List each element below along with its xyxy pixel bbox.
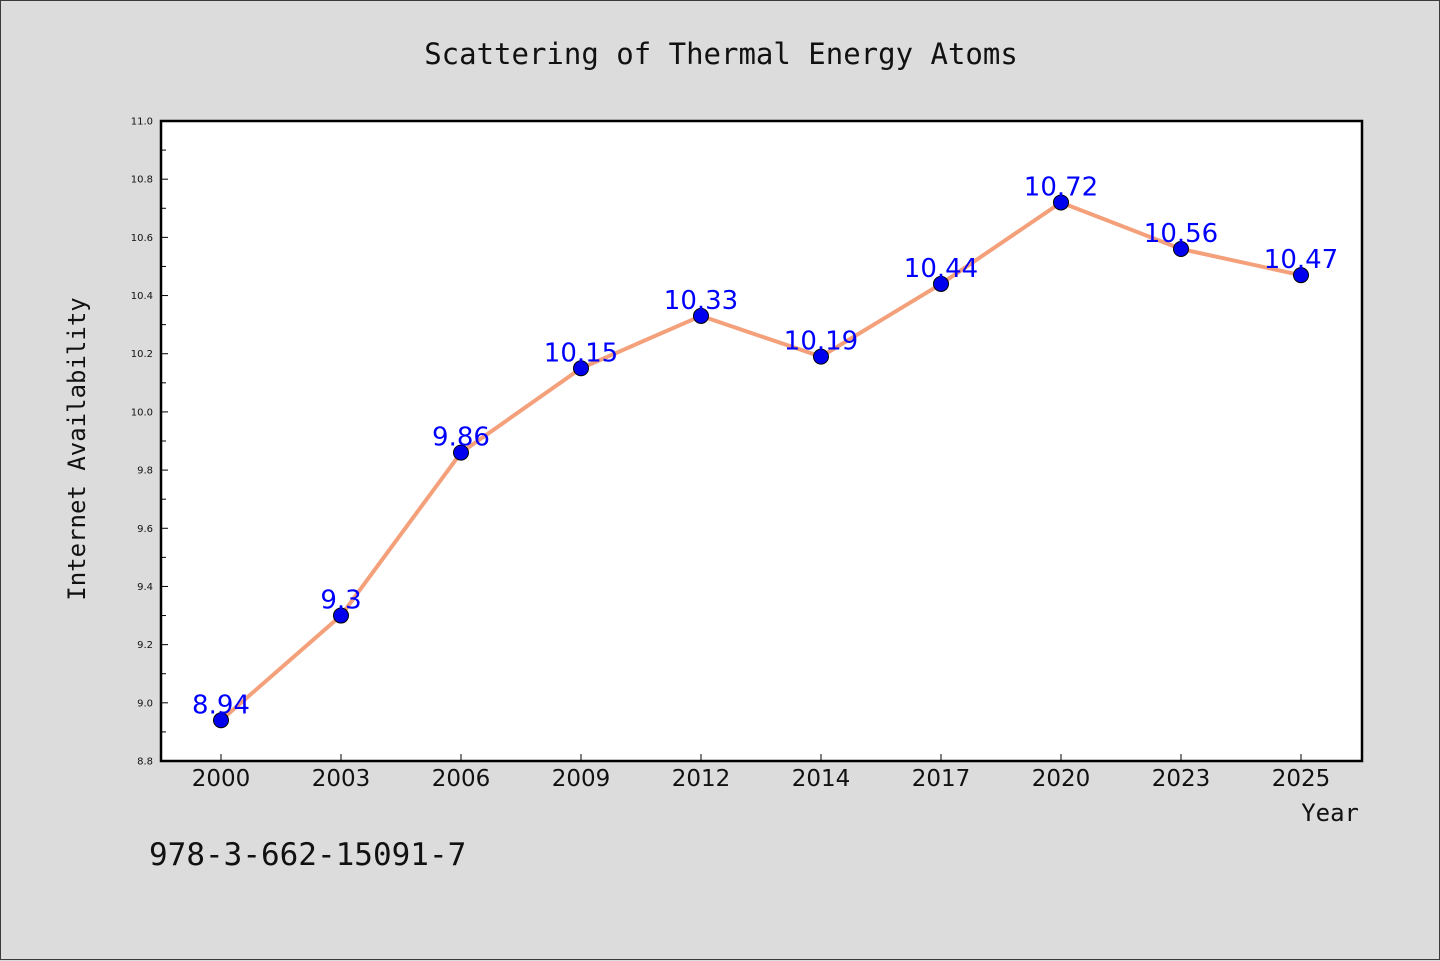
y-tick-label: 10.0: [131, 407, 153, 418]
x-tick-label: 2009: [552, 766, 611, 792]
x-tick-label: 2006: [432, 766, 491, 792]
y-tick-label: 10.4: [131, 291, 153, 302]
data-label: 10.72: [1024, 172, 1098, 202]
x-tick-label: 2000: [192, 766, 251, 792]
data-point: [453, 444, 469, 461]
data-label: 9.3: [320, 586, 361, 616]
y-tick-label: 9.0: [137, 698, 153, 709]
y-tick-label: 10.2: [131, 349, 153, 360]
series-line: [219, 200, 1302, 722]
data-label: 10.15: [544, 338, 618, 368]
y-tick-label: 10.8: [131, 175, 153, 186]
data-label: 10.44: [904, 254, 978, 284]
data-point: [333, 607, 349, 624]
data-point: [693, 307, 709, 324]
data-label: 8.94: [192, 690, 250, 720]
data-point: [573, 360, 589, 377]
x-axis: 2000 2003 2006 2009 2012 2014 2017 2020 2023 2025: [192, 754, 1331, 792]
x-tick-label: 2017: [912, 766, 971, 792]
data-point: [213, 712, 229, 729]
data-point: [813, 348, 829, 365]
data-label: 10.19: [784, 327, 858, 357]
x-axis-label: Year: [1301, 799, 1359, 827]
data-label: 10.33: [664, 286, 738, 316]
data-point: [1293, 267, 1309, 284]
series-group: [213, 194, 1309, 729]
y-tick-label: 9.2: [137, 640, 153, 651]
data-label: 10.56: [1144, 219, 1218, 249]
y-tick-label: 9.6: [137, 524, 153, 535]
x-tick-label: 2014: [792, 766, 851, 792]
data-label: 10.47: [1264, 245, 1338, 275]
x-tick-label: 2023: [1152, 766, 1211, 792]
chart-title: Scattering of Thermal Energy Atoms: [424, 37, 1018, 71]
data-point: [933, 275, 949, 292]
y-tick-label: 9.4: [137, 582, 153, 593]
data-point: [1173, 241, 1189, 257]
plot-area: [159, 119, 1364, 763]
x-tick-label: 2003: [312, 766, 371, 792]
y-tick-label: 11.0: [131, 117, 153, 128]
y-tick-label: 8.8: [137, 757, 153, 768]
data-labels: 8.94 9.3 9.86 10.15 10.33 10.19 10.44 10.72 10.5…: [192, 172, 1338, 720]
y-tick-label: 10.6: [131, 233, 153, 244]
data-point: [1053, 194, 1069, 211]
y-tick-label: 9.8: [137, 466, 153, 477]
data-label: 9.86: [432, 423, 490, 453]
y-axis: 8.8 9.0 9.2 9.4 9.6 9.8 10.0 10.2 10.4 10.6 10.8 11…: [131, 117, 168, 768]
x-tick-label: 2025: [1272, 766, 1331, 792]
x-tick-label: 2020: [1032, 766, 1091, 792]
isbn-text: 978-3-662-15091-7: [149, 837, 466, 873]
y-axis-label: Internet Availability: [63, 297, 91, 600]
x-tick-label: 2012: [672, 766, 731, 792]
